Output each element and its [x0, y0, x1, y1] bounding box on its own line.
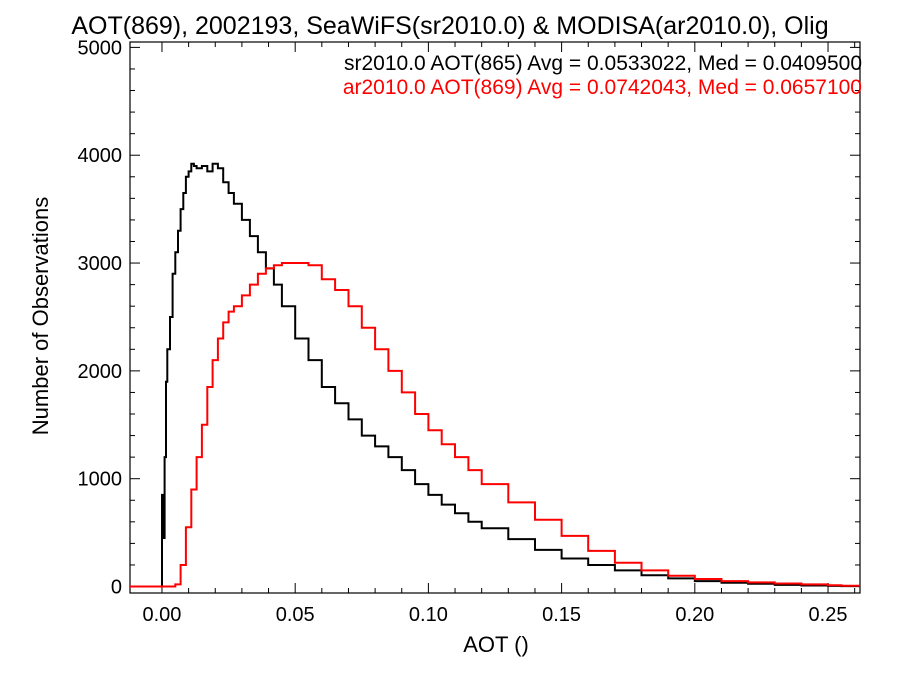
y-axis-label: Number of Observations: [28, 197, 53, 435]
legend: sr2010.0 AOT(865) Avg = 0.0533022, Med =…: [343, 52, 862, 99]
x-axis: 0.00 0.05 0.10 0.15 0.20 0.25: [143, 42, 856, 626]
series-layer: [130, 162, 860, 588]
x-tick-label: 0.10: [409, 604, 448, 626]
x-tick-label: 0.20: [675, 604, 714, 626]
plot-border: [129, 41, 861, 594]
y-tick-label: 1000: [78, 469, 123, 491]
y-axis: 0 1000 2000 3000 4000 5000: [78, 37, 860, 599]
x-tick-label: 0.25: [809, 604, 848, 626]
legend-entry-1: ar2010.0 AOT(869) Avg = 0.0742043, Med =…: [343, 76, 862, 99]
x-tick-label: 0.00: [143, 604, 182, 626]
x-tick-label: 0.05: [276, 604, 315, 626]
series-line-1: [130, 262, 860, 588]
y-tick-label: 0: [111, 577, 122, 599]
x-tick-label: 0.15: [542, 604, 581, 626]
legend-entry-0: sr2010.0 AOT(865) Avg = 0.0533022, Med =…: [344, 52, 862, 75]
x-axis-label: AOT (): [463, 632, 529, 657]
y-tick-label: 4000: [78, 145, 123, 167]
chart-title: AOT(869), 2002193, SeaWiFS(sr2010.0) & M…: [71, 12, 828, 40]
y-tick-label: 3000: [78, 253, 123, 275]
y-tick-label: 5000: [78, 37, 123, 59]
series-line-0: [130, 162, 860, 588]
y-tick-label: 2000: [78, 361, 123, 383]
plot-frame: [129, 41, 861, 594]
